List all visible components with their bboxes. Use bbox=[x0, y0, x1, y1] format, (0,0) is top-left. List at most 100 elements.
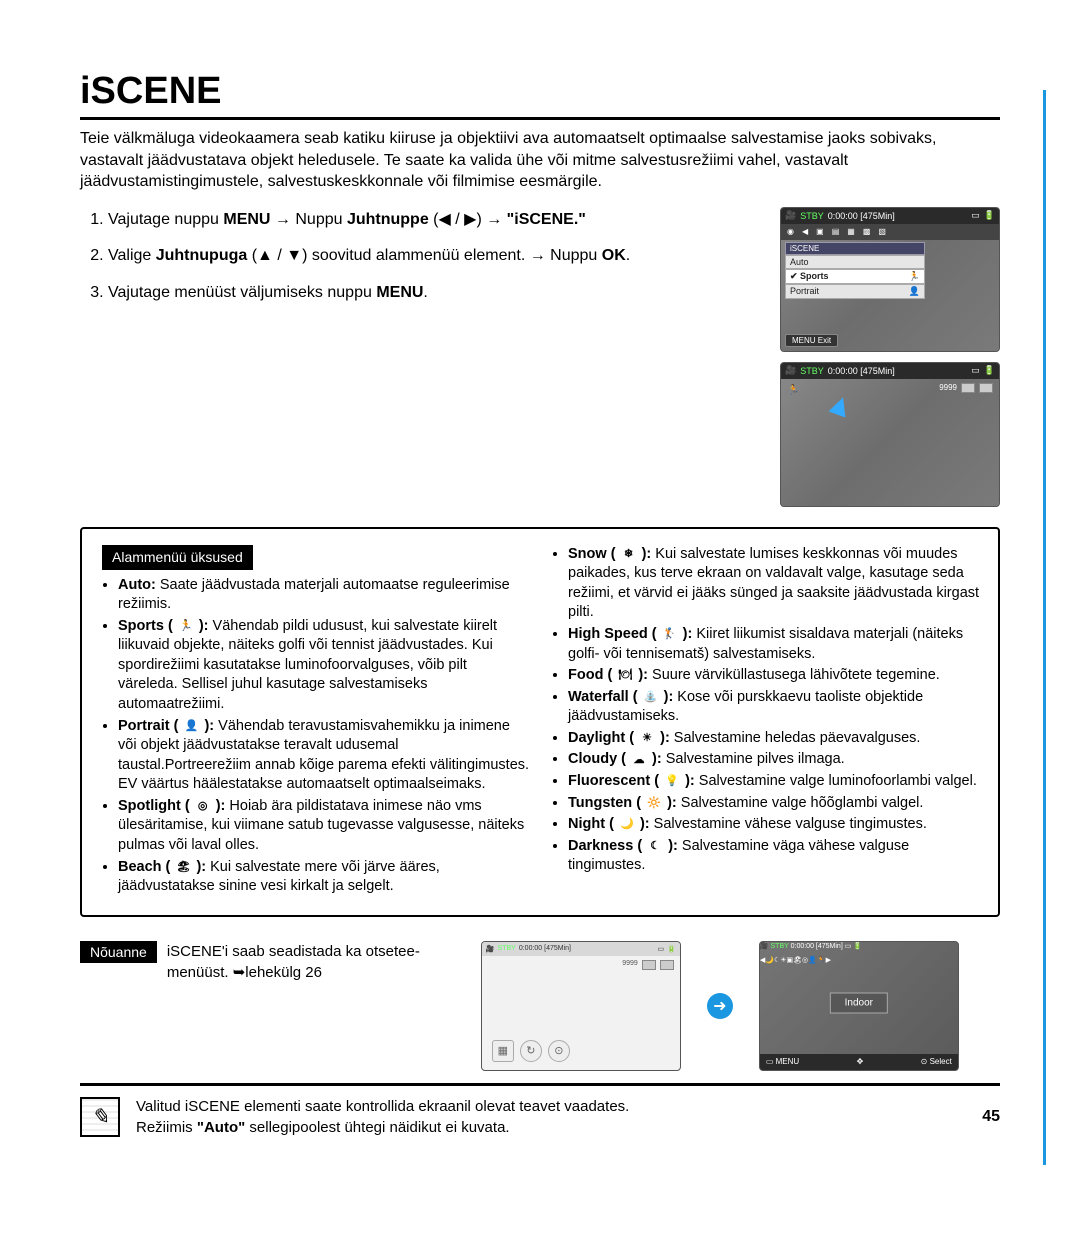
rec-icon: 🎥 bbox=[486, 945, 495, 953]
t: ): bbox=[664, 838, 678, 854]
spotlight-icon: ◎ bbox=[194, 799, 212, 813]
t: Sports bbox=[800, 271, 829, 281]
menu-item-sports[interactable]: ✔ Sports 🏃 bbox=[785, 269, 925, 284]
select-label: ⊙ Select bbox=[921, 1057, 952, 1066]
item-fluorescent: Fluorescent ( 💡 ): Salvestamine valge lu… bbox=[568, 772, 980, 792]
t: ): bbox=[679, 626, 693, 642]
submenu-box: Alammenüü üksused Auto: Saate jäädvustad… bbox=[80, 527, 1000, 917]
cam-tabrow: ◉ ◀ ▣ ▤ ▦ ▩ ▧ bbox=[781, 224, 999, 240]
item-tungsten: Tungsten ( 🔆 ): Salvestamine valge hõõgl… bbox=[568, 794, 980, 814]
item-highspeed: High Speed ( 🏌 ): Kiiret liikumist sisal… bbox=[568, 625, 980, 664]
counter-row: 9999 bbox=[939, 383, 993, 393]
beach-icon: 🏖 bbox=[174, 860, 192, 874]
note-icon: ✎ bbox=[80, 1097, 120, 1137]
cursor-icon bbox=[828, 394, 851, 417]
time-label: 0:00:00 [475Min] bbox=[828, 366, 895, 376]
t: Sports ( bbox=[118, 618, 177, 634]
t: "Auto" bbox=[197, 1119, 245, 1136]
t: Suure värviküllastusega lähivõtete tegem… bbox=[648, 667, 940, 683]
t: Fluorescent ( bbox=[568, 773, 663, 789]
t: Režiimis bbox=[136, 1119, 197, 1136]
step-list: Vajutage nuppu MENU → Nuppu Juhtnuppe (◀… bbox=[80, 207, 760, 507]
center-label: Indoor bbox=[830, 993, 888, 1014]
exit-button[interactable]: MENU Exit bbox=[785, 334, 838, 347]
i: ▶ bbox=[826, 957, 831, 964]
rec-icon: 🎥 bbox=[760, 943, 769, 950]
tip-text: iSCENE'i saab seadistada ka otsetee-menü… bbox=[167, 941, 467, 983]
t: sellegipoolest ühtegi näidikut ei kuvata… bbox=[245, 1119, 509, 1136]
t: → Nuppu bbox=[270, 211, 346, 228]
tip-row: Nõuanne iSCENE'i saab seadistada ka otse… bbox=[80, 941, 1000, 1071]
tab-icon: ▩ bbox=[863, 227, 871, 236]
sm-btn[interactable]: ⊙ bbox=[548, 1040, 570, 1062]
page-title: iSCENE bbox=[80, 70, 1000, 113]
info-text: Valitud iSCENE elementi saate kontrollid… bbox=[136, 1096, 966, 1138]
col-left: Alammenüü üksused Auto: Saate jäädvustad… bbox=[100, 545, 530, 899]
item-waterfall: Waterfall ( ⛲ ): Kose või purskkaevu tao… bbox=[568, 688, 980, 727]
t: Saate jäädvustada materjali automaatse r… bbox=[118, 577, 510, 613]
highspeed-icon: 🏌 bbox=[661, 627, 679, 641]
tip-badge: Nõuanne bbox=[80, 941, 157, 963]
battery-icon: 🔋 bbox=[667, 945, 676, 953]
tab-icon: ▦ bbox=[847, 227, 855, 236]
camera-screen-menu: 🎥 STBY 0:00:00 [475Min] ▭ 🔋 ◉ ◀ ▣ ▤ ▦ ▩ … bbox=[780, 207, 1000, 352]
mini-icon bbox=[961, 383, 975, 393]
shortcut-screen-1: 🎥 STBY 0:00:00 [475Min] ▭ 🔋 9999 ▦ ↻ ⊙ bbox=[481, 941, 681, 1071]
info-line2: Režiimis "Auto" sellegipoolest ühtegi nä… bbox=[136, 1117, 966, 1138]
item-auto: Auto: Saate jäädvustada materjali automa… bbox=[118, 576, 530, 615]
t: High Speed ( bbox=[568, 626, 661, 642]
t: 0:00:00 [475Min] bbox=[519, 945, 571, 952]
darkness-icon: ☾ bbox=[646, 839, 664, 853]
time-label: 0:00:00 [475Min] bbox=[828, 211, 895, 221]
menu-header: iSCENE bbox=[785, 242, 925, 255]
i: 🏃 bbox=[817, 957, 826, 964]
tab-icon: ◉ bbox=[787, 227, 794, 236]
t: ): bbox=[192, 859, 206, 875]
intro-text: Teie välkmäluga videokaamera seab katiku… bbox=[80, 128, 1000, 193]
submenu-header-badge: Alammenüü üksused bbox=[102, 545, 253, 570]
card-icon: ▭ bbox=[657, 945, 664, 953]
col-right: Snow ( ❄ ): Kui salvestate lumises keskk… bbox=[550, 545, 980, 899]
rec-icon: 🎥 bbox=[785, 210, 796, 221]
i: 🏖 bbox=[793, 957, 802, 964]
cam-topbar: 🎥 STBY 0:00:00 [475Min] ▭ 🔋 bbox=[781, 208, 999, 224]
tab-icon: ▣ bbox=[816, 227, 824, 236]
title-rule bbox=[80, 117, 1000, 120]
item-snow: Snow ( ❄ ): Kui salvestate lumises keskk… bbox=[568, 545, 980, 623]
t: Daylight ( bbox=[568, 730, 638, 746]
t: Juhtnupuga bbox=[156, 247, 248, 264]
sports-icon: 🏃 bbox=[909, 271, 920, 282]
t: 0:00:00 [475Min] bbox=[791, 943, 843, 950]
mode-icon: 🏃 bbox=[787, 385, 799, 396]
shortcut-screen-2: 🎥 STBY 0:00:00 [475Min] ▭ 🔋 ◀🌙☾☀▣🏖◎👤🏃▶ I… bbox=[759, 941, 959, 1071]
sports-icon: 🏃 bbox=[177, 619, 195, 633]
i: 🌙 bbox=[765, 957, 774, 964]
tip-text-block: Nõuanne iSCENE'i saab seadistada ka otse… bbox=[80, 941, 467, 983]
portrait-icon: 👤 bbox=[909, 286, 920, 297]
sm-btn[interactable]: ▦ bbox=[492, 1040, 514, 1062]
card-icon: ▭ bbox=[845, 943, 852, 950]
t: Portrait ( bbox=[118, 718, 182, 734]
bottom-rule bbox=[80, 1083, 1000, 1086]
arrow-next-icon: ➜ bbox=[707, 993, 733, 1019]
step-2: Valige Juhtnupuga (▲ / ▼) soovitud alamm… bbox=[108, 243, 760, 269]
sm-btn[interactable]: ↻ bbox=[520, 1040, 542, 1062]
sm-topbar: 🎥 STBY 0:00:00 [475Min] ▭ 🔋 bbox=[482, 942, 680, 956]
menu-item-portrait[interactable]: Portrait 👤 bbox=[785, 284, 925, 299]
battery-icon: 🔋 bbox=[984, 365, 995, 376]
sm-counter: 9999 bbox=[622, 960, 674, 970]
info-row: ✎ Valitud iSCENE elementi saate kontroll… bbox=[80, 1096, 1000, 1138]
tab-icon: ◀ bbox=[802, 227, 808, 236]
t: Salvestamine pilves ilmaga. bbox=[662, 751, 845, 767]
steps-and-screens: Vajutage nuppu MENU → Nuppu Juhtnuppe (◀… bbox=[80, 207, 1000, 507]
waterfall-icon: ⛲ bbox=[642, 690, 660, 704]
menu-item-auto[interactable]: Auto bbox=[785, 255, 925, 269]
t: 9999 bbox=[939, 383, 957, 392]
t: Darkness ( bbox=[568, 838, 646, 854]
t: Auto: bbox=[118, 577, 156, 593]
t: ): bbox=[663, 795, 677, 811]
camera-screens: 🎥 STBY 0:00:00 [475Min] ▭ 🔋 ◉ ◀ ▣ ▤ ▦ ▩ … bbox=[780, 207, 1000, 507]
t: Portrait bbox=[790, 286, 819, 296]
t: Tungsten ( bbox=[568, 795, 645, 811]
shortcut-screens: 🎥 STBY 0:00:00 [475Min] ▭ 🔋 9999 ▦ ↻ ⊙ bbox=[481, 941, 959, 1071]
